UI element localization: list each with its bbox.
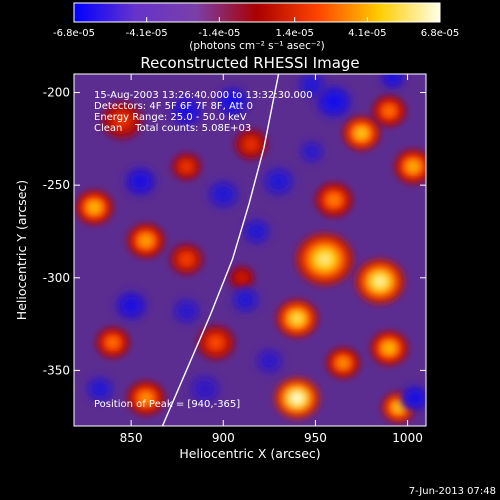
emission-blob	[246, 140, 256, 149]
emission-blob	[116, 115, 128, 126]
emission-blob	[407, 161, 419, 172]
y-tick-label: -300	[43, 271, 70, 285]
emission-blob	[210, 337, 222, 348]
y-tick-label: -350	[43, 363, 70, 377]
emission-blob	[356, 128, 367, 138]
negative-blob	[247, 223, 265, 240]
negative-blob	[304, 145, 320, 159]
colorbar-tick-label: 6.8e-05	[421, 28, 459, 39]
heatmap-blobs	[76, 74, 426, 423]
negative-blob	[268, 172, 289, 191]
peak-position-label: Position of Peak = [940,-365]	[94, 399, 240, 410]
x-axis-ticks: 850 900 950 1000	[120, 74, 423, 445]
negative-blob	[406, 390, 424, 406]
colorbar-units: (photons cm⁻² s⁻¹ asec⁻²)	[189, 40, 324, 52]
negative-blob	[236, 292, 254, 308]
annotation-detectors: Detectors: 4F 5F 6F 7F 8F, Att 0	[94, 101, 253, 112]
y-axis-ticks: -200 -250 -300 -350	[43, 86, 426, 377]
annotation-time-range: 15-Aug-2003 13:26:40.000 to 13:32:30.000	[94, 90, 313, 101]
emission-blob	[291, 313, 303, 324]
y-axis-label: Heliocentric Y (arcsec)	[14, 180, 29, 320]
x-tick-label: 850	[120, 431, 143, 445]
negative-blob	[322, 91, 345, 112]
plot-timestamp: 7-Jun-2013 07:48	[409, 486, 496, 497]
colorbar-ticks: -6.8e-05 -4.1e-05 -1.4e-05 1.4e-05 4.1e-05 6.…	[53, 17, 459, 39]
chart-title: Reconstructed RHESSI Image	[140, 54, 359, 72]
emission-blob	[384, 343, 395, 353]
colorbar-tick-label: -1.4e-05	[198, 28, 240, 39]
y-tick-label: -250	[43, 178, 70, 192]
emission-blob	[89, 202, 100, 213]
negative-blob	[222, 92, 243, 111]
emission-blob	[181, 255, 191, 264]
heatmap-area	[74, 74, 426, 426]
x-tick-label: 900	[212, 431, 235, 445]
emission-blob	[316, 252, 333, 267]
emission-blob	[238, 274, 246, 281]
x-tick-label: 950	[304, 431, 327, 445]
x-tick-label: 1000	[392, 431, 423, 445]
negative-blob	[260, 353, 278, 369]
negative-blob	[213, 185, 234, 204]
negative-blob	[385, 74, 401, 85]
colorbar	[73, 2, 441, 23]
emission-blob	[140, 393, 151, 403]
negative-blob	[195, 380, 215, 398]
emission-blob	[328, 195, 339, 205]
negative-blob	[177, 303, 195, 319]
emission-blob	[384, 106, 394, 116]
emission-blob	[373, 275, 387, 288]
x-axis-label: Heliocentric X (arcsec)	[179, 446, 320, 461]
y-tick-label: -200	[43, 86, 70, 100]
emission-blob	[338, 358, 348, 368]
colorbar-tick-label: 1.4e-05	[275, 28, 313, 39]
colorbar-tick-label: -6.8e-05	[53, 28, 95, 39]
solar-limb-curve	[161, 74, 280, 426]
annotation-clean-counts: Clean Total counts: 5.08E+03	[94, 123, 251, 134]
emission-blob	[393, 403, 403, 412]
emission-blob	[108, 338, 118, 347]
colorbar-tick-label: 4.1e-05	[348, 28, 386, 39]
plot-frame	[73, 73, 427, 427]
negative-blob	[121, 296, 141, 315]
emission-blob	[140, 236, 151, 246]
emission-blob	[290, 392, 304, 404]
annotation-energy-range: Energy Range: 25.0 - 50.0 keV	[94, 112, 247, 123]
emission-blob	[182, 163, 191, 171]
negative-blob	[176, 102, 197, 120]
negative-blob	[91, 381, 109, 397]
colorbar-tick-label: -4.1e-05	[126, 28, 168, 39]
negative-blob	[130, 172, 151, 191]
negative-blob	[303, 77, 321, 93]
